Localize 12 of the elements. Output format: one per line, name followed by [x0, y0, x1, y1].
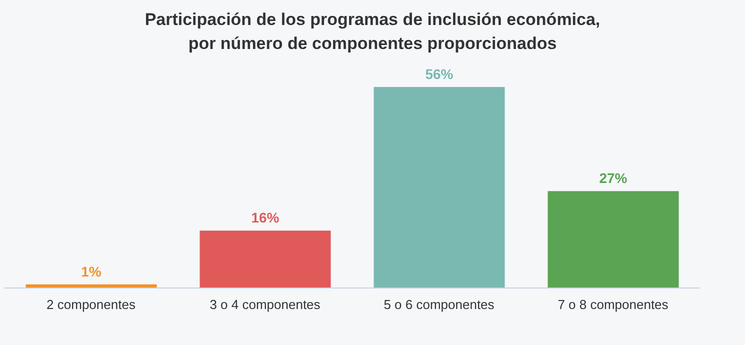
x-tick-label: 7 o 8 componentes [558, 297, 669, 312]
data-label: 1% [81, 263, 102, 280]
x-tick-label: 2 componentes [46, 297, 136, 312]
chart-title: Participación de los programas de inclusión económica, por número de componentes proporcionados [144, 9, 602, 55]
x-tick-label: 5 o 6 componentes [384, 297, 495, 312]
bar [548, 191, 679, 288]
bar [374, 87, 505, 288]
data-label: 56% [425, 66, 454, 82]
data-label: 16% [251, 210, 280, 226]
x-tick-label: 3 o 4 componentes [210, 297, 321, 312]
data-label: 27% [599, 170, 628, 186]
bar [200, 230, 331, 288]
